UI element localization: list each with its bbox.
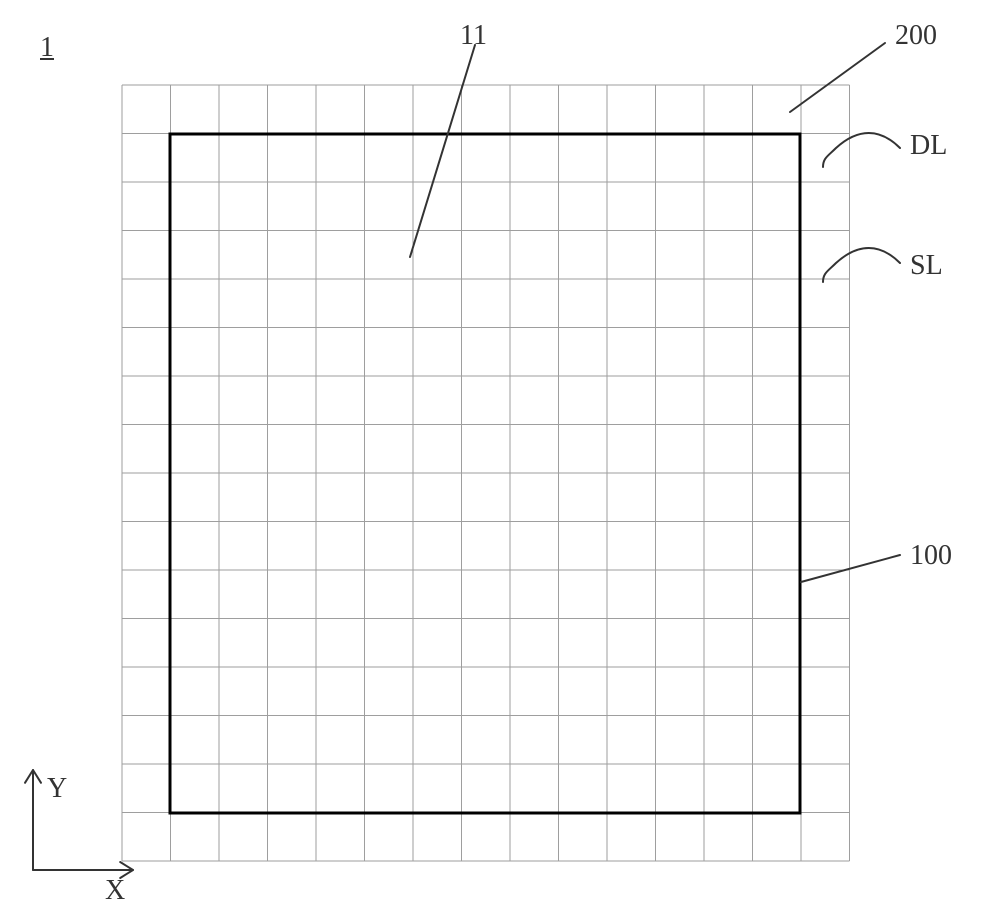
leader-100 [801,555,900,582]
ref-11-label: 11 [460,20,487,52]
diagram-canvas: { "diagram": { "canvas": { "width": 1000… [0,0,1000,915]
axes [25,770,133,878]
grid [122,85,850,861]
leader-11 [410,45,475,257]
axis-x-label: X [105,875,125,907]
ref-sl-label: SL [910,250,943,282]
leader-sl [823,248,900,282]
ref-dl-label: DL [910,130,947,162]
ref-100-label: 100 [910,540,952,572]
axis-y-label: Y [47,773,67,805]
ref-200-label: 200 [895,20,937,52]
leader-200 [790,43,885,112]
leader-dl [823,133,900,167]
diagram-svg [0,0,1000,915]
figure-number-label: 1 [40,32,54,64]
